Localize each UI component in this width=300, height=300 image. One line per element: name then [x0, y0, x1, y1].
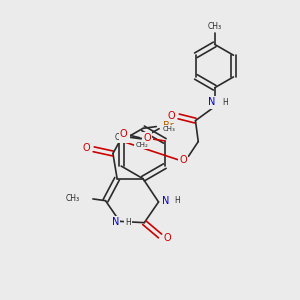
Text: H: H: [126, 218, 131, 226]
Text: CH₃: CH₃: [208, 22, 222, 31]
Text: O: O: [179, 155, 187, 165]
Text: Br: Br: [163, 121, 174, 131]
Text: CH₃: CH₃: [115, 133, 129, 142]
Text: O: O: [168, 111, 176, 122]
Text: CH₂: CH₂: [135, 142, 148, 148]
Text: CH₃: CH₃: [66, 194, 80, 203]
Text: H: H: [175, 196, 180, 206]
Text: O: O: [143, 133, 151, 143]
Text: N: N: [112, 217, 119, 227]
Text: N: N: [208, 98, 216, 107]
Text: CH₃: CH₃: [163, 126, 175, 132]
Text: O: O: [164, 233, 172, 243]
Text: O: O: [82, 142, 90, 153]
Text: H: H: [222, 98, 228, 107]
Text: N: N: [162, 196, 169, 206]
Text: O: O: [120, 129, 127, 139]
